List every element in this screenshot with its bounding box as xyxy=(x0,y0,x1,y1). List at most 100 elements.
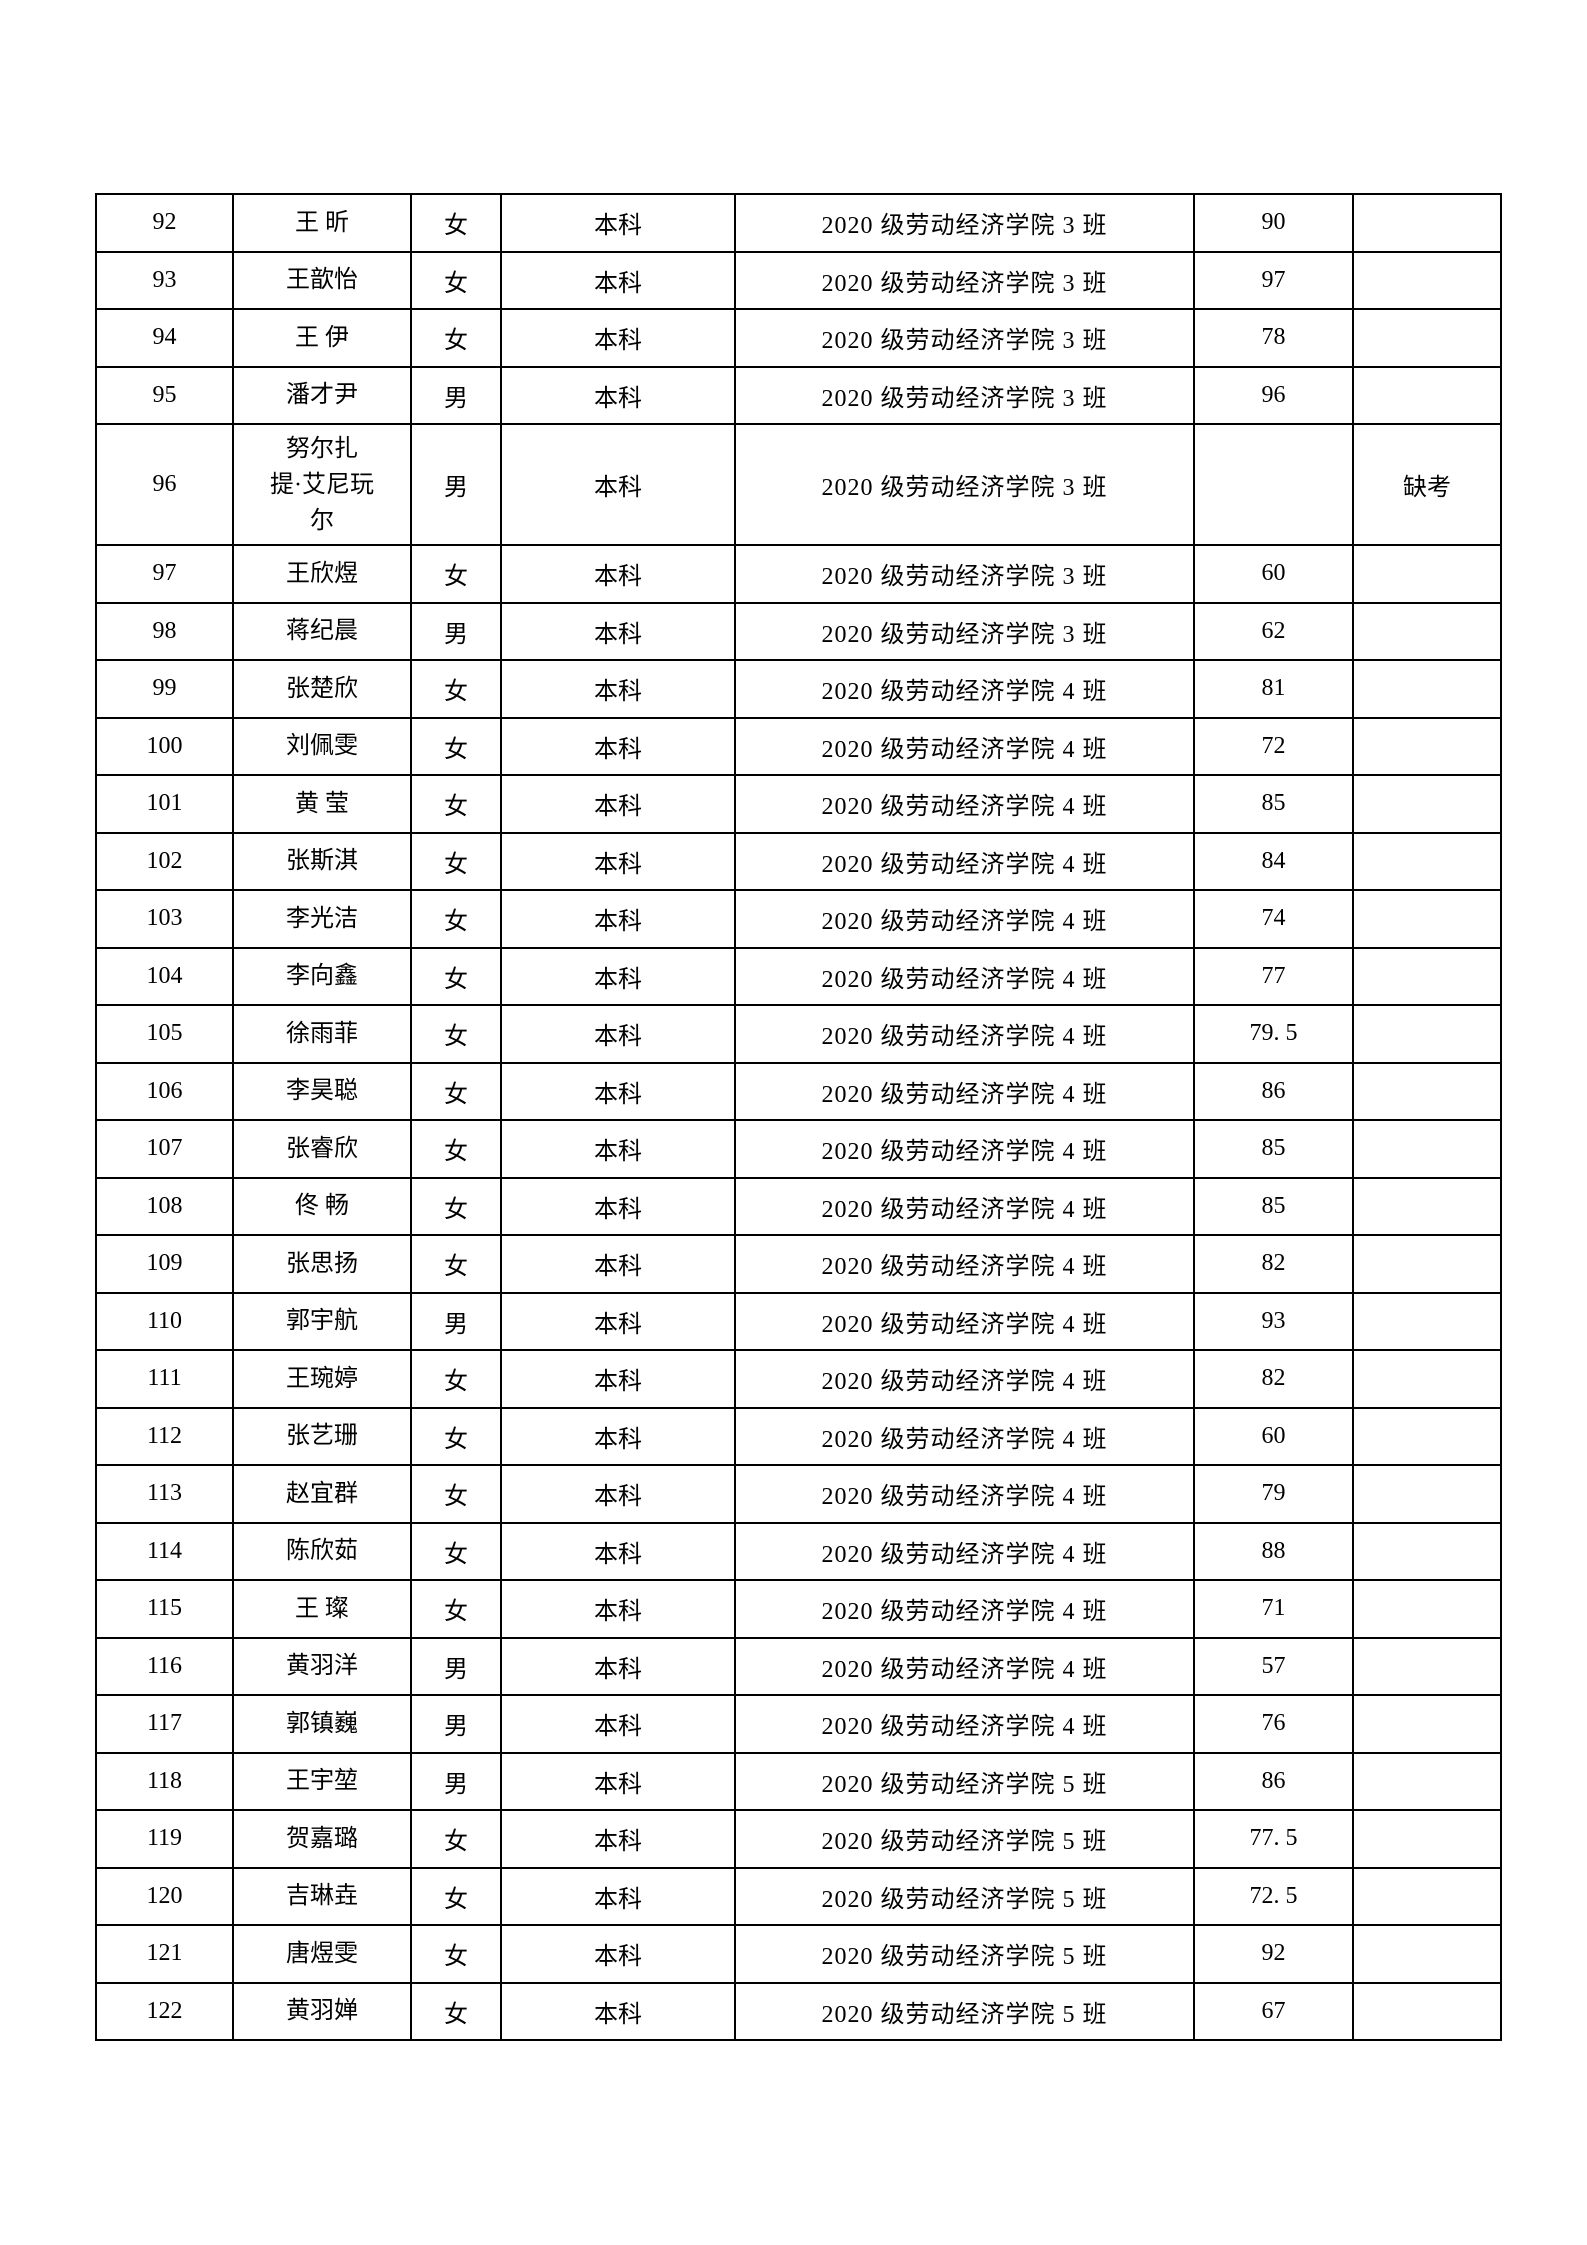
cell-class: 2020 级劳动经济学院 4 班 xyxy=(734,1406,1195,1466)
cell-class: 2020 级劳动经济学院 5 班 xyxy=(734,1981,1195,2041)
table-row: 101 黄 莹女本科 2020 级劳动经济学院 4 班 85 xyxy=(95,774,1502,834)
cell-score: 88 xyxy=(1193,1521,1354,1581)
cell-level: 本科 xyxy=(500,1521,736,1581)
table-row: 95 潘才尹男本科 2020 级劳动经济学院 3 班 96 xyxy=(95,365,1502,425)
cell-level: 本科 xyxy=(500,1751,736,1811)
cell-score: 74 xyxy=(1193,889,1354,949)
cell-gender: 女 xyxy=(410,1119,502,1179)
cell-level: 本科 xyxy=(500,716,736,776)
cell-score xyxy=(1193,423,1354,546)
score-table: 92 王 昕女本科 2020 级劳动经济学院 3 班 90 93 王歆怡女本科 2020 级… xyxy=(95,193,1502,2041)
cell-no: 97 xyxy=(95,544,234,604)
cell-level: 本科 xyxy=(500,889,736,949)
table-row: 100 刘佩雯女本科 2020 级劳动经济学院 4 班 72 xyxy=(95,716,1502,776)
cell-class: 2020 级劳动经济学院 4 班 xyxy=(734,774,1195,834)
table-row: 119 贺嘉璐女本科 2020 级劳动经济学院 5 班 77. 5 xyxy=(95,1809,1502,1869)
cell-name: 张楚欣 xyxy=(232,659,412,719)
cell-name: 潘才尹 xyxy=(232,365,412,425)
cell-level: 本科 xyxy=(500,308,736,368)
cell-no: 98 xyxy=(95,601,234,661)
cell-no: 118 xyxy=(95,1751,234,1811)
cell-gender: 女 xyxy=(410,1061,502,1121)
cell-note xyxy=(1352,1751,1502,1811)
cell-gender: 女 xyxy=(410,193,502,253)
cell-gender: 女 xyxy=(410,831,502,891)
table-row: 106 李昊聪女本科 2020 级劳动经济学院 4 班 86 xyxy=(95,1061,1502,1121)
cell-note: 缺考 xyxy=(1352,423,1502,546)
cell-score: 60 xyxy=(1193,1406,1354,1466)
cell-level: 本科 xyxy=(500,946,736,1006)
cell-score: 72 xyxy=(1193,716,1354,776)
table-row: 102 张斯淇女本科 2020 级劳动经济学院 4 班 84 xyxy=(95,831,1502,891)
cell-class: 2020 级劳动经济学院 3 班 xyxy=(734,193,1195,253)
cell-score: 86 xyxy=(1193,1061,1354,1121)
cell-gender: 女 xyxy=(410,1406,502,1466)
cell-note xyxy=(1352,1809,1502,1869)
cell-level: 本科 xyxy=(500,1291,736,1351)
cell-class: 2020 级劳动经济学院 4 班 xyxy=(734,1636,1195,1696)
cell-level: 本科 xyxy=(500,831,736,891)
cell-level: 本科 xyxy=(500,1234,736,1294)
cell-class: 2020 级劳动经济学院 5 班 xyxy=(734,1751,1195,1811)
table-row: 116 黄羽洋男本科 2020 级劳动经济学院 4 班 57 xyxy=(95,1636,1502,1696)
cell-name: 蒋纪晨 xyxy=(232,601,412,661)
cell-note xyxy=(1352,1291,1502,1351)
cell-no: 111 xyxy=(95,1349,234,1409)
cell-class: 2020 级劳动经济学院 3 班 xyxy=(734,544,1195,604)
cell-name: 佟 畅 xyxy=(232,1176,412,1236)
cell-name: 刘佩雯 xyxy=(232,716,412,776)
cell-no: 105 xyxy=(95,1004,234,1064)
cell-level: 本科 xyxy=(500,1061,736,1121)
cell-note xyxy=(1352,946,1502,1006)
cell-score: 93 xyxy=(1193,1291,1354,1351)
cell-no: 120 xyxy=(95,1866,234,1926)
cell-name: 黄羽婵 xyxy=(232,1981,412,2041)
cell-no: 102 xyxy=(95,831,234,891)
cell-class: 2020 级劳动经济学院 4 班 xyxy=(734,716,1195,776)
cell-gender: 女 xyxy=(410,1176,502,1236)
cell-no: 119 xyxy=(95,1809,234,1869)
cell-name: 张思扬 xyxy=(232,1234,412,1294)
cell-name: 王 伊 xyxy=(232,308,412,368)
table-row: 93 王歆怡女本科 2020 级劳动经济学院 3 班 97 xyxy=(95,250,1502,310)
cell-name: 唐煜雯 xyxy=(232,1924,412,1984)
cell-level: 本科 xyxy=(500,1464,736,1524)
cell-class: 2020 级劳动经济学院 4 班 xyxy=(734,1004,1195,1064)
cell-no: 104 xyxy=(95,946,234,1006)
cell-note xyxy=(1352,544,1502,604)
cell-note xyxy=(1352,1866,1502,1926)
cell-no: 108 xyxy=(95,1176,234,1236)
cell-level: 本科 xyxy=(500,365,736,425)
cell-level: 本科 xyxy=(500,1636,736,1696)
table-row: 122 黄羽婵女本科 2020 级劳动经济学院 5 班 67 xyxy=(95,1981,1502,2041)
cell-name: 努尔扎 提·艾尼玩 尔 xyxy=(232,423,412,546)
cell-name: 张艺珊 xyxy=(232,1406,412,1466)
cell-note xyxy=(1352,716,1502,776)
cell-level: 本科 xyxy=(500,544,736,604)
cell-name: 赵宜群 xyxy=(232,1464,412,1524)
table-row: 118 王宇堃男本科 2020 级劳动经济学院 5 班 86 xyxy=(95,1751,1502,1811)
cell-score: 79. 5 xyxy=(1193,1004,1354,1064)
cell-name: 郭宇航 xyxy=(232,1291,412,1351)
table-row: 111 王琬婷女本科 2020 级劳动经济学院 4 班 82 xyxy=(95,1349,1502,1409)
cell-level: 本科 xyxy=(500,1694,736,1754)
cell-class: 2020 级劳动经济学院 3 班 xyxy=(734,423,1195,546)
cell-no: 106 xyxy=(95,1061,234,1121)
cell-name: 王琬婷 xyxy=(232,1349,412,1409)
score-table-body: 92 王 昕女本科 2020 级劳动经济学院 3 班 90 93 王歆怡女本科 2020 级… xyxy=(95,193,1502,2041)
cell-no: 103 xyxy=(95,889,234,949)
cell-no: 122 xyxy=(95,1981,234,2041)
cell-class: 2020 级劳动经济学院 4 班 xyxy=(734,1521,1195,1581)
cell-gender: 女 xyxy=(410,774,502,834)
cell-class: 2020 级劳动经济学院 4 班 xyxy=(734,1061,1195,1121)
cell-note xyxy=(1352,1981,1502,2041)
cell-score: 85 xyxy=(1193,774,1354,834)
cell-note xyxy=(1352,250,1502,310)
cell-score: 97 xyxy=(1193,250,1354,310)
cell-name: 王歆怡 xyxy=(232,250,412,310)
table-row: 103 李光洁女本科 2020 级劳动经济学院 4 班 74 xyxy=(95,889,1502,949)
cell-gender: 男 xyxy=(410,1636,502,1696)
cell-name: 李昊聪 xyxy=(232,1061,412,1121)
cell-class: 2020 级劳动经济学院 3 班 xyxy=(734,365,1195,425)
